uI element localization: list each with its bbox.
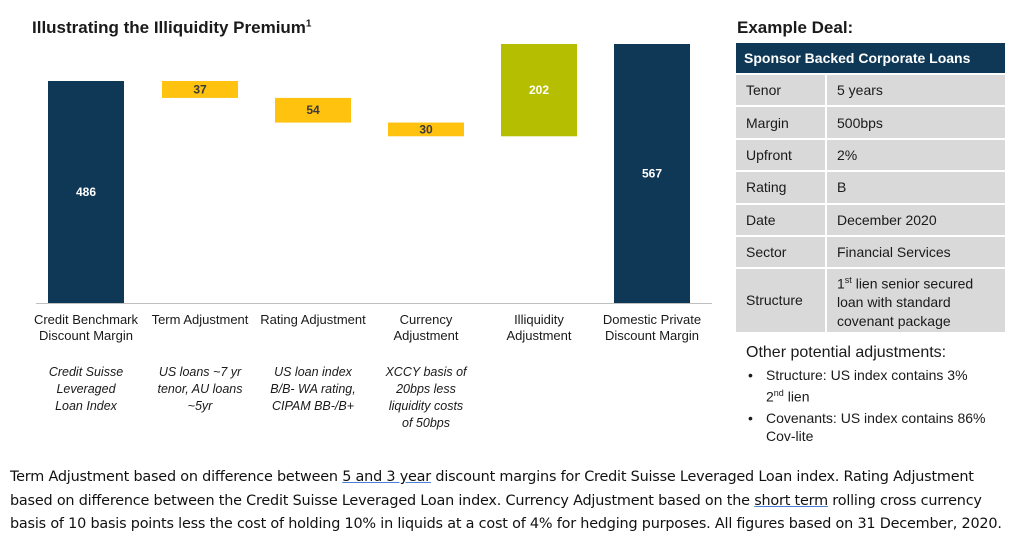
deal-row: Tenor 5 years bbox=[736, 72, 1005, 107]
deal-value: 1st lien senior secured loan with standar… bbox=[826, 267, 1005, 333]
deal-key: Upfront bbox=[736, 137, 827, 172]
deal-heading: Example Deal: bbox=[737, 18, 854, 37]
deal-value: B bbox=[826, 170, 1005, 204]
deal-row: Margin 500bps bbox=[736, 105, 1005, 139]
category-label: Credit Benchmark Discount Margin bbox=[33, 312, 139, 343]
deal-key: Rating bbox=[736, 170, 827, 204]
deal-value: December 2020 bbox=[826, 202, 1005, 236]
category-label: Currency Adjustment bbox=[393, 312, 459, 343]
category-note: US loan index B/B- WA rating, CIPAM BB-/B+ bbox=[270, 365, 356, 413]
deal-table: Sponsor Backed Corporate Loans Tenor 5 ye… bbox=[736, 43, 1005, 333]
category-note: US loans ~7 yr tenor, AU loans ~5yr bbox=[157, 365, 243, 413]
bar-6 bbox=[614, 44, 690, 303]
deal-value: 2% bbox=[826, 137, 1005, 172]
other-adjustments: Other potential adjustments: • Structure:… bbox=[746, 344, 1016, 448]
bar-3 bbox=[275, 97, 351, 123]
chart-title: Illustrating the Illiquidity Premium1 bbox=[32, 18, 312, 37]
bar-5 bbox=[501, 44, 577, 137]
footnote-marker: 1 bbox=[305, 18, 312, 30]
deal-row: Sector Financial Services bbox=[736, 234, 1005, 269]
bar-value-label: 54 bbox=[306, 103, 320, 117]
deal-row: Date December 2020 bbox=[736, 202, 1005, 236]
category-label: Domestic Private Discount Margin bbox=[602, 312, 702, 343]
deal-key: Margin bbox=[736, 105, 827, 139]
list-item: • Covenants: US index contains 86% Cov-li… bbox=[748, 409, 986, 444]
category-label: Illiquidity Adjustment bbox=[506, 312, 572, 343]
bar-value-label: 202 bbox=[529, 83, 549, 97]
deal-row: Upfront 2% bbox=[736, 137, 1005, 172]
underlined-text: 5 and 3 year bbox=[342, 469, 432, 485]
bar-value-label: 30 bbox=[419, 122, 433, 136]
deal-value: 500bps bbox=[826, 105, 1005, 139]
bar-value-label: 37 bbox=[193, 82, 207, 96]
bar-4 bbox=[388, 122, 464, 137]
bar-2 bbox=[162, 81, 238, 98]
category-label: Term Adjustment bbox=[151, 312, 249, 327]
category-note: XCCY basis of 20bps less liquidity costs of… bbox=[385, 365, 467, 430]
bar-value-label: 567 bbox=[642, 167, 662, 181]
deal-key: Structure bbox=[736, 267, 827, 333]
bar-value-label: 486 bbox=[76, 185, 96, 199]
deal-key: Tenor bbox=[736, 72, 827, 107]
deal-key: Date bbox=[736, 202, 827, 236]
waterfall-chart: 486 37 54 30 202 567 bbox=[36, 44, 712, 304]
deal-table-title: Sponsor Backed Corporate Loans bbox=[736, 43, 1005, 74]
underlined-text: short term bbox=[754, 492, 828, 509]
category-label: Rating Adjustment bbox=[260, 312, 366, 327]
deal-row-structure: Structure 1st lien senior secured loan wi… bbox=[736, 267, 1005, 333]
deal-value: 5 years bbox=[826, 72, 1005, 107]
bar-1 bbox=[48, 81, 124, 303]
other-adjustments-title: Other potential adjustments: bbox=[746, 344, 947, 361]
category-note: Credit Suisse Leveraged Loan Index bbox=[48, 365, 124, 413]
deal-row: Rating B bbox=[736, 170, 1005, 204]
deal-key: Sector bbox=[736, 234, 827, 269]
list-item: • Structure: US index contains 3% 2nd lien bbox=[748, 367, 968, 405]
deal-value: Financial Services bbox=[826, 234, 1005, 269]
footnote-text: Term Adjustment based on difference betw… bbox=[10, 469, 1002, 532]
